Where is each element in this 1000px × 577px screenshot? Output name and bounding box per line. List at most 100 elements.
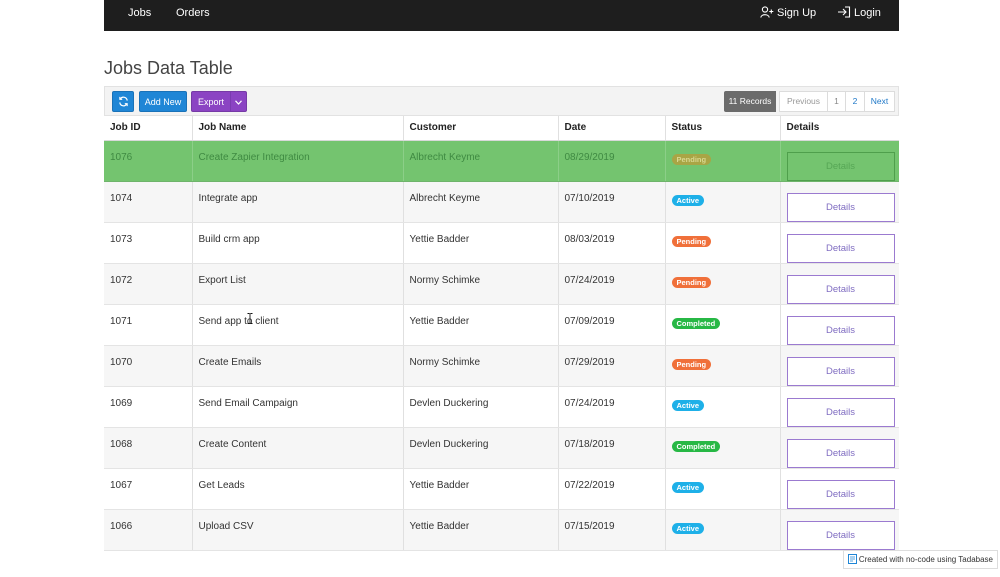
chevron-down-icon[interactable] [230, 92, 246, 111]
details-button[interactable]: Details [786, 520, 895, 550]
details-button[interactable]: Details [786, 438, 895, 468]
table-row[interactable]: 1070 Create Emails Normy Schimke 07/29/2019… [104, 345, 899, 387]
details-button[interactable]: Details [786, 274, 895, 304]
text-cursor-icon [247, 313, 253, 324]
cell-job-name: Send Email Campaign [192, 386, 404, 428]
status-badge: Completed [671, 440, 721, 452]
cell-job-name: Upload CSV [192, 509, 404, 551]
cell-details: Details [780, 386, 899, 428]
cell-customer: Normy Schimke [403, 345, 559, 387]
cell-details: Details [780, 263, 899, 305]
table-row[interactable]: 1067 Get Leads Yettie Badder 07/22/2019 Acti… [104, 468, 899, 510]
status-badge: Pending [671, 153, 712, 165]
cell-status: Pending [665, 263, 781, 305]
column-header-date[interactable]: Date [558, 116, 666, 141]
table-row[interactable]: 1072 Export List Normy Schimke 07/24/2019 Pe… [104, 263, 899, 305]
cell-job-id: 1067 [104, 468, 193, 510]
pagination-next[interactable]: Next [864, 91, 895, 112]
cell-job-name: Create Emails [192, 345, 404, 387]
table-row[interactable]: 1068 Create Content Devlen Duckering 07/18/… [104, 427, 899, 469]
cell-job-name: Build crm app [192, 222, 404, 264]
top-navigation-bar: Jobs Orders Sign Up Login [104, 0, 899, 31]
cell-details: Details [780, 222, 899, 264]
details-button[interactable]: Details [786, 151, 895, 181]
details-button[interactable]: Details [786, 233, 895, 263]
column-header-job-name[interactable]: Job Name [192, 116, 404, 141]
cell-job-id: 1069 [104, 386, 193, 428]
details-button[interactable]: Details [786, 397, 895, 427]
cell-date: 07/10/2019 [558, 181, 666, 223]
table-row[interactable]: 1069 Send Email Campaign Devlen Duckering 0… [104, 386, 899, 428]
cell-job-name: Create Zapier Integration [192, 140, 404, 182]
cell-customer: Devlen Duckering [403, 427, 559, 469]
details-button[interactable]: Details [786, 315, 895, 345]
cell-date: 07/24/2019 [558, 386, 666, 428]
cell-customer: Albrecht Keyme [403, 140, 559, 182]
jobs-data-table: Job ID Job Name Customer Date Status Det… [104, 116, 899, 551]
user-plus-icon [760, 6, 774, 18]
cell-details: Details [780, 181, 899, 223]
status-badge: Active [671, 399, 705, 411]
status-badge: Active [671, 194, 705, 206]
table-row[interactable]: 1076 Create Zapier Integration Albrecht Ke… [104, 140, 899, 182]
cell-status: Active [665, 181, 781, 223]
column-header-job-id[interactable]: Job ID [104, 116, 193, 141]
pagination-previous[interactable]: Previous [779, 91, 828, 112]
document-icon [847, 553, 857, 564]
details-button[interactable]: Details [786, 479, 895, 509]
pagination-page-1[interactable]: 1 [827, 91, 846, 112]
details-button[interactable]: Details [786, 356, 895, 386]
column-header-details: Details [780, 116, 899, 141]
cell-date: 08/29/2019 [558, 140, 666, 182]
tadabase-credit-badge[interactable]: Created with no-code using Tadabase [842, 550, 998, 569]
table-row[interactable]: 1066 Upload CSV Yettie Badder 07/15/2019 Act… [104, 509, 899, 551]
cell-job-id: 1066 [104, 509, 193, 551]
credit-text: Created with no-code using Tadabase [858, 555, 993, 564]
table-row[interactable]: 1073 Build crm app Yettie Badder 08/03/2019… [104, 222, 899, 264]
status-badge: Pending [671, 235, 712, 247]
cell-date: 07/29/2019 [558, 345, 666, 387]
table-row[interactable]: 1071 Send app to client Yettie Badder 07/09… [104, 304, 899, 346]
cell-job-name: Create Content [192, 427, 404, 469]
cell-job-id: 1068 [104, 427, 193, 469]
pagination-page-2[interactable]: 2 [845, 91, 865, 112]
nav-link-jobs[interactable]: Jobs [128, 7, 152, 19]
cell-status: Completed [665, 304, 781, 346]
nav-link-signup[interactable]: Sign Up [760, 0, 816, 31]
cell-date: 07/15/2019 [558, 509, 666, 551]
nav-link-login[interactable]: Login [837, 0, 881, 31]
cell-date: 07/09/2019 [558, 304, 666, 346]
cell-customer: Yettie Badder [403, 304, 559, 346]
add-new-button[interactable]: Add New [139, 91, 187, 112]
table-header-row: Job ID Job Name Customer Date Status Det… [104, 116, 899, 141]
cell-job-name: Export List [192, 263, 404, 305]
export-button[interactable]: Export [191, 91, 247, 112]
cell-details: Details [780, 468, 899, 510]
cell-job-id: 1071 [104, 304, 193, 346]
page-title: Jobs Data Table [104, 58, 233, 78]
column-header-customer[interactable]: Customer [403, 116, 559, 141]
cell-customer: Yettie Badder [403, 509, 559, 551]
column-header-status[interactable]: Status [665, 116, 781, 141]
refresh-button[interactable] [112, 91, 134, 112]
login-label: Login [854, 7, 881, 19]
status-badge: Completed [671, 317, 721, 329]
cell-date: 07/22/2019 [558, 468, 666, 510]
cell-job-name: Integrate app [192, 181, 404, 223]
details-button[interactable]: Details [786, 192, 895, 222]
cell-job-id: 1076 [104, 140, 193, 182]
cell-details: Details [780, 509, 899, 551]
nav-link-orders[interactable]: Orders [176, 7, 210, 19]
refresh-icon [118, 96, 129, 109]
cell-status: Pending [665, 222, 781, 264]
cell-status: Pending [665, 140, 781, 182]
cell-customer: Devlen Duckering [403, 386, 559, 428]
cell-job-id: 1072 [104, 263, 193, 305]
cell-job-name: Get Leads [192, 468, 404, 510]
cell-date: 08/03/2019 [558, 222, 666, 264]
cell-customer: Yettie Badder [403, 222, 559, 264]
cell-status: Pending [665, 345, 781, 387]
cell-job-id: 1073 [104, 222, 193, 264]
cell-job-name: Send app to client [192, 304, 404, 346]
table-row[interactable]: 1074 Integrate app Albrecht Keyme 07/10/201… [104, 181, 899, 223]
